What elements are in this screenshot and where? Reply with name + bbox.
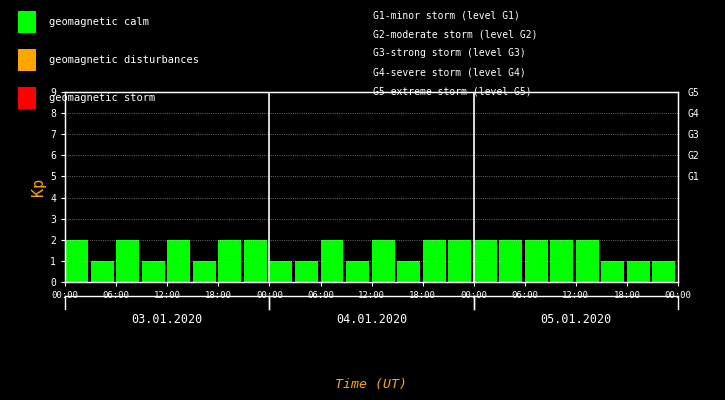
Bar — [65, 240, 88, 282]
Text: G1-minor storm (level G1): G1-minor storm (level G1) — [373, 10, 521, 20]
Bar — [116, 240, 139, 282]
Bar — [423, 240, 446, 282]
Bar — [397, 261, 420, 282]
Bar — [448, 240, 471, 282]
Bar — [270, 261, 292, 282]
Text: geomagnetic disturbances: geomagnetic disturbances — [49, 55, 199, 65]
Bar — [295, 261, 318, 282]
Text: G4-severe storm (level G4): G4-severe storm (level G4) — [373, 68, 526, 78]
Bar — [550, 240, 573, 282]
Bar — [193, 261, 216, 282]
Bar — [167, 240, 191, 282]
Text: G5-extreme storm (level G5): G5-extreme storm (level G5) — [373, 87, 532, 97]
Text: 04.01.2020: 04.01.2020 — [336, 313, 407, 326]
Bar — [678, 240, 701, 282]
Text: 05.01.2020: 05.01.2020 — [540, 313, 611, 326]
Bar — [500, 240, 522, 282]
Bar — [218, 240, 241, 282]
Text: geomagnetic calm: geomagnetic calm — [49, 17, 149, 27]
Bar — [91, 261, 114, 282]
Bar — [320, 240, 344, 282]
Text: 03.01.2020: 03.01.2020 — [132, 313, 203, 326]
Bar — [627, 261, 650, 282]
Bar — [652, 261, 675, 282]
Text: geomagnetic storm: geomagnetic storm — [49, 93, 156, 103]
Bar — [576, 240, 599, 282]
Bar — [244, 240, 267, 282]
Bar — [525, 240, 547, 282]
Y-axis label: Kp: Kp — [31, 178, 46, 196]
Text: Time (UT): Time (UT) — [335, 378, 407, 391]
Bar — [346, 261, 369, 282]
Bar — [371, 240, 394, 282]
Bar — [601, 261, 624, 282]
Text: G3-strong storm (level G3): G3-strong storm (level G3) — [373, 48, 526, 58]
Bar — [473, 240, 497, 282]
Bar — [142, 261, 165, 282]
Text: G2-moderate storm (level G2): G2-moderate storm (level G2) — [373, 29, 538, 39]
